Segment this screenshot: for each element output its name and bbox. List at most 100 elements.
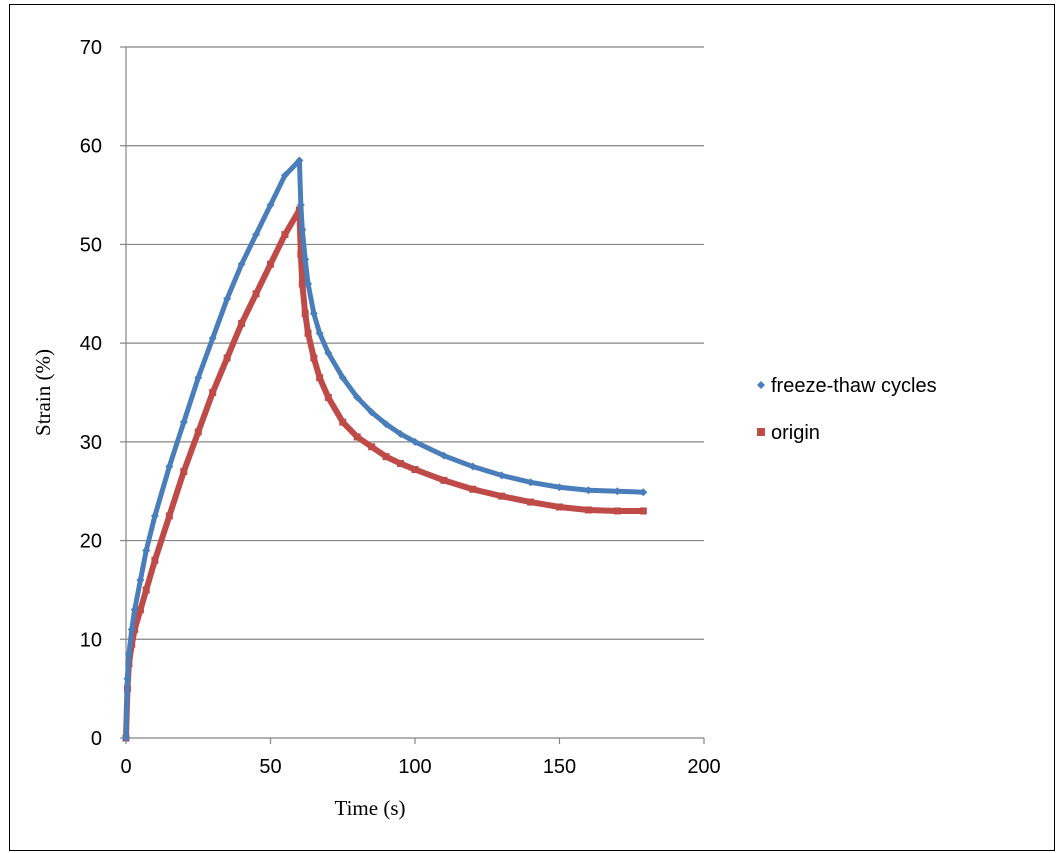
data-point xyxy=(639,507,647,515)
x-tick-label: 100 xyxy=(398,756,431,778)
data-point xyxy=(194,428,202,436)
data-point xyxy=(316,374,324,382)
y-tick-label: 30 xyxy=(80,432,102,454)
data-point xyxy=(396,429,405,438)
data-point xyxy=(296,200,305,209)
data-point xyxy=(527,498,535,506)
data-point xyxy=(238,319,246,327)
data-point xyxy=(639,488,648,497)
data-point xyxy=(297,250,305,258)
data-point xyxy=(411,465,419,473)
data-point xyxy=(252,290,260,298)
series-trace xyxy=(123,158,644,739)
data-point xyxy=(208,334,217,343)
x-tick-label: 200 xyxy=(687,756,720,778)
data-point xyxy=(315,329,324,338)
data-point xyxy=(165,512,173,520)
data-point xyxy=(165,462,174,471)
data-point xyxy=(136,576,145,585)
legend: freeze-thaw cycles origin xyxy=(757,375,937,444)
data-point xyxy=(382,420,391,429)
data-point xyxy=(267,260,274,268)
data-point xyxy=(298,225,307,234)
data-point xyxy=(411,437,419,446)
data-point xyxy=(298,280,306,288)
data-point xyxy=(310,354,318,362)
x-tick-label: 50 xyxy=(259,756,281,778)
data-point xyxy=(180,467,188,475)
data-point xyxy=(304,279,313,288)
data-point xyxy=(353,433,361,441)
data-point xyxy=(136,606,144,614)
data-point xyxy=(469,485,477,493)
data-point xyxy=(613,487,622,496)
data-point xyxy=(223,354,231,362)
data-point xyxy=(301,255,310,264)
chart-frame: 0 10 20 30 40 50 60 70 0 50 100 150 200 Time (s) Str… xyxy=(9,4,1055,851)
data-point xyxy=(209,389,217,396)
x-axis-title: Time (s) xyxy=(335,796,406,820)
data-point xyxy=(266,200,275,209)
x-tick-label: 0 xyxy=(120,756,131,778)
axis-labels: Time (s) Strain (%) xyxy=(31,349,406,820)
data-point xyxy=(237,260,246,269)
data-point xyxy=(124,650,133,659)
data-point xyxy=(556,503,563,511)
data-point xyxy=(339,418,347,426)
x-tick-label: 150 xyxy=(543,756,576,778)
data-point xyxy=(382,453,390,461)
data-point xyxy=(309,309,318,318)
legend-item-origin: origin xyxy=(757,422,820,444)
data-point xyxy=(368,443,376,451)
data-point xyxy=(584,506,592,514)
data-point xyxy=(497,471,506,480)
data-point xyxy=(252,230,261,239)
data-point xyxy=(223,294,232,303)
data-point xyxy=(194,373,203,382)
y-tick-label: 20 xyxy=(80,531,102,553)
strain-time-chart: 0 10 20 30 40 50 60 70 0 50 100 150 200 Time (s) Str… xyxy=(31,37,937,820)
y-tick-label: 0 xyxy=(91,728,102,750)
data-point xyxy=(468,462,477,471)
legend-label-origin: origin xyxy=(771,422,820,444)
legend-label-freeze-thaw: freeze-thaw cycles xyxy=(771,375,937,397)
y-tick-label: 50 xyxy=(80,234,102,256)
data-point xyxy=(584,486,593,495)
data-point xyxy=(526,478,535,487)
data-point xyxy=(123,674,132,683)
data-point xyxy=(127,625,136,634)
y-tick-label: 70 xyxy=(80,37,102,59)
data-point xyxy=(142,546,151,555)
y-tick-label: 10 xyxy=(80,629,102,651)
data-point xyxy=(440,476,448,484)
data-point xyxy=(613,507,621,515)
data-point xyxy=(324,349,333,358)
data-point xyxy=(555,483,564,492)
y-tick-label: 60 xyxy=(80,136,102,158)
data-series xyxy=(122,156,648,742)
data-point xyxy=(295,156,304,165)
data-point xyxy=(122,734,130,742)
data-point xyxy=(304,329,312,337)
data-point xyxy=(498,492,506,500)
legend-marker-diamond xyxy=(757,381,765,389)
series-origin xyxy=(122,206,647,742)
data-point xyxy=(130,605,139,614)
data-point xyxy=(338,373,347,382)
y-tick-label: 40 xyxy=(80,333,102,355)
data-point xyxy=(353,393,362,402)
series-freeze-thaw-cycles xyxy=(122,156,648,742)
data-point xyxy=(151,556,159,564)
data-point xyxy=(301,310,309,318)
data-point xyxy=(142,586,150,594)
data-point xyxy=(150,511,159,520)
y-axis-title: Strain (%) xyxy=(31,349,55,436)
data-point xyxy=(324,393,332,401)
data-point xyxy=(280,171,289,180)
data-point xyxy=(397,460,405,468)
series-trace xyxy=(123,206,644,739)
data-point xyxy=(179,418,188,427)
legend-marker-square xyxy=(757,428,765,436)
data-point xyxy=(281,231,289,239)
data-point xyxy=(439,451,448,460)
